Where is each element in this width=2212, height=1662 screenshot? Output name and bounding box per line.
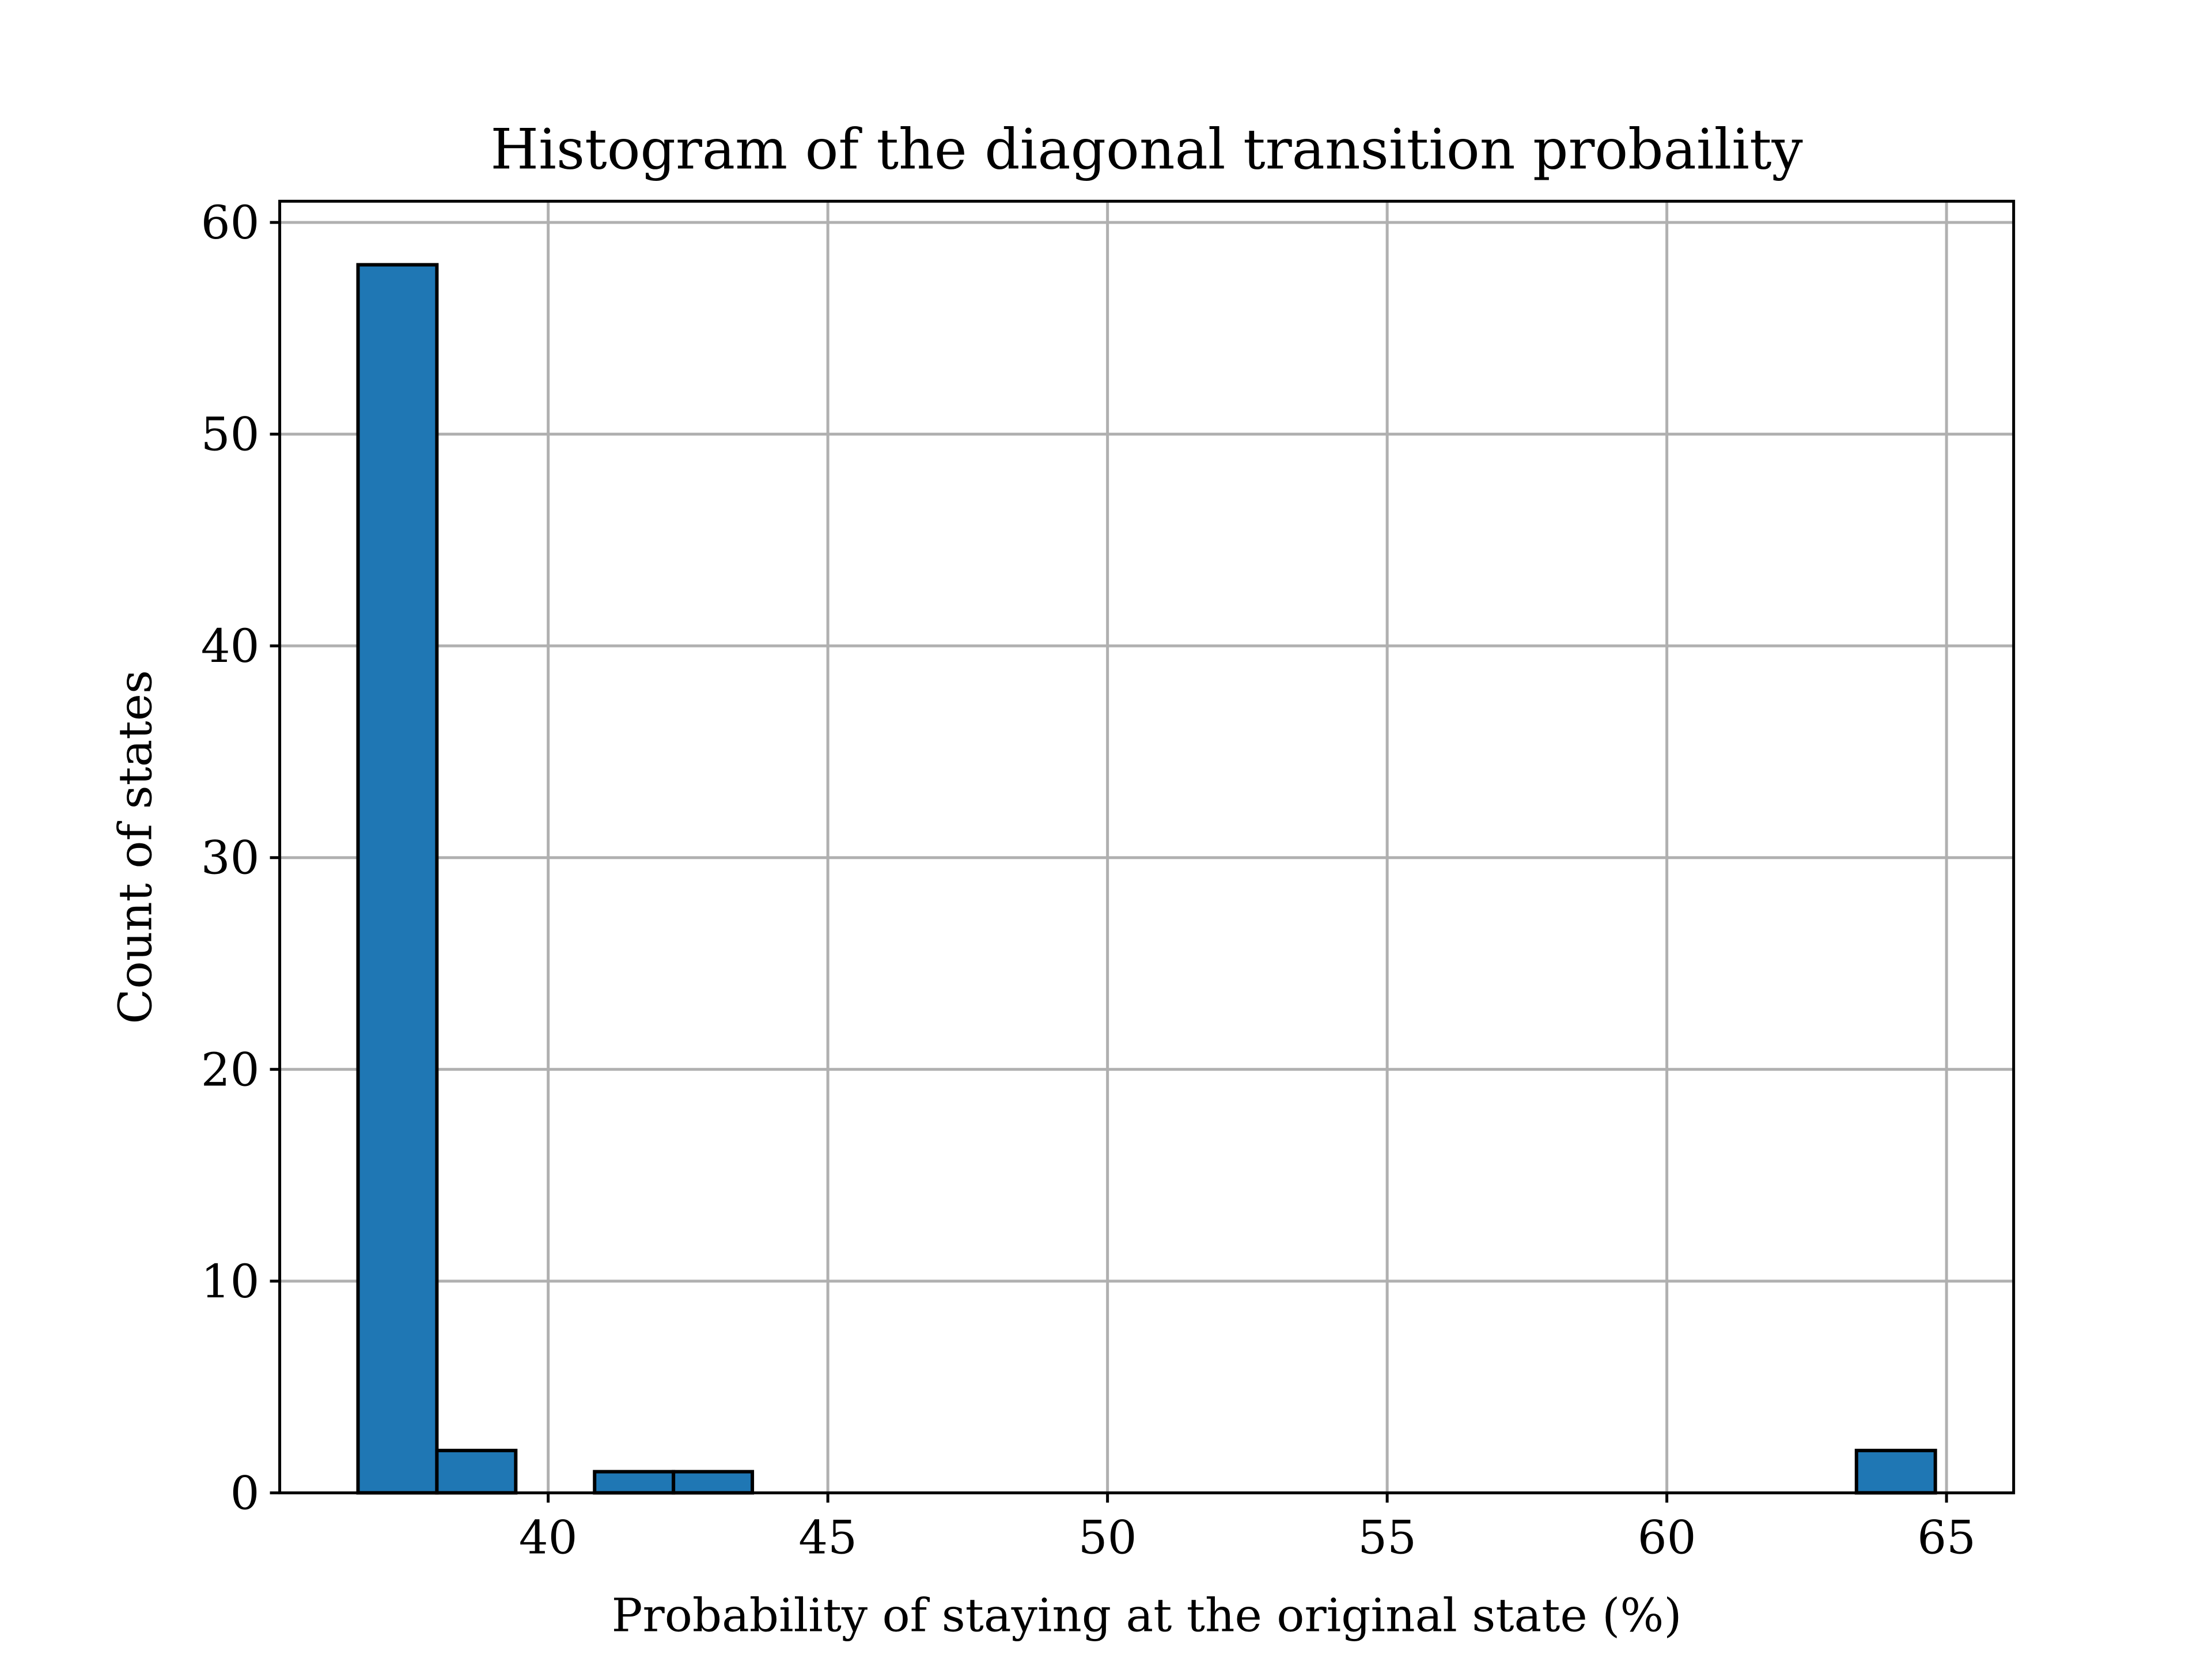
y-axis-label: Count of states xyxy=(109,670,162,1024)
y-tick-label: 30 xyxy=(201,831,260,885)
axes-frame xyxy=(278,199,2016,1494)
y-tick-label: 10 xyxy=(201,1255,260,1308)
histogram-bar xyxy=(435,1448,518,1495)
histogram-bars xyxy=(356,263,1937,1495)
x-tick-label: 40 xyxy=(519,1510,578,1564)
histogram-bar xyxy=(356,263,439,1495)
x-tick-label: 60 xyxy=(1638,1510,1696,1564)
x-tick-label: 50 xyxy=(1078,1510,1137,1564)
x-axis-label: Probability of staying at the original s… xyxy=(612,1589,1682,1642)
plot-frame xyxy=(278,199,2016,1494)
histogram-bar xyxy=(593,1470,676,1495)
grid-lines xyxy=(279,201,2014,1494)
y-tick-label: 40 xyxy=(201,619,260,673)
y-tick-label: 20 xyxy=(201,1043,260,1096)
chart-title: Histogram of the diagonal transition pro… xyxy=(490,117,1802,181)
x-tick-label: 55 xyxy=(1358,1510,1416,1564)
y-tick-label: 60 xyxy=(201,196,260,249)
x-tick-label: 45 xyxy=(798,1510,857,1564)
x-tick-label: 65 xyxy=(1917,1510,1976,1564)
axis-ticks: 40 45 50 55 60 65 0 10 20 30 40 50 60 xyxy=(201,196,1976,1564)
y-tick-label: 0 xyxy=(230,1466,260,1520)
y-tick-label: 50 xyxy=(201,408,260,461)
histogram-bar xyxy=(672,1470,755,1495)
histogram-bar xyxy=(1854,1448,1937,1495)
